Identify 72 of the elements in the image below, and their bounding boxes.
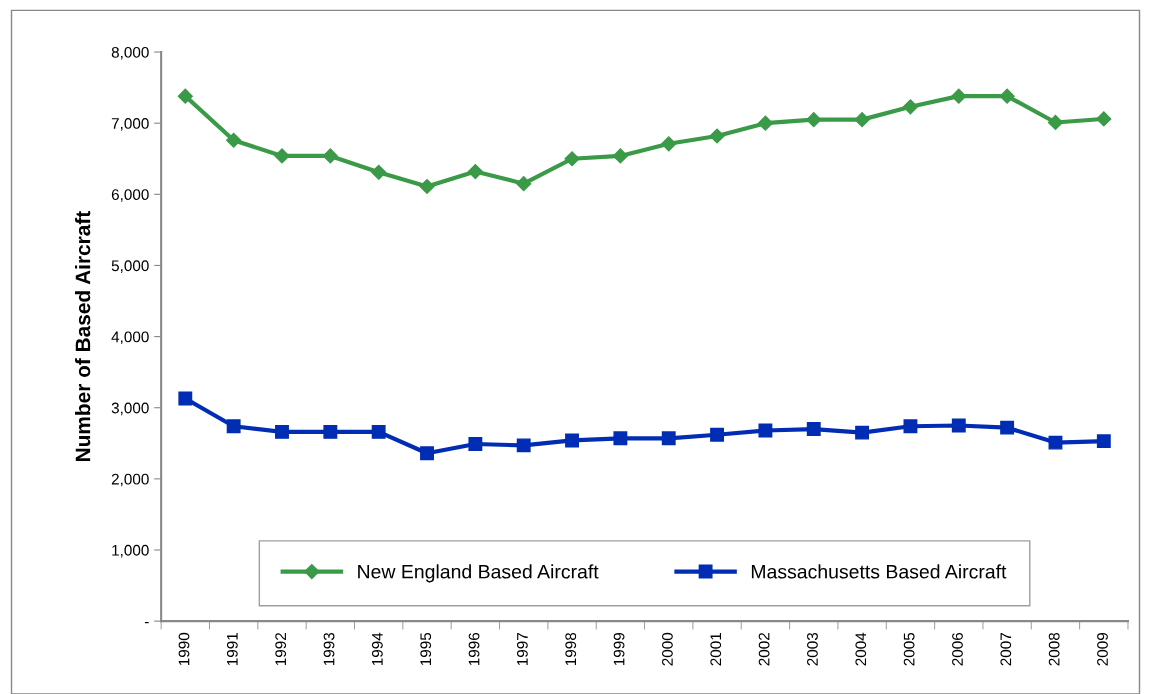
point	[902, 99, 919, 115]
y-tick-label: 2,000	[111, 473, 149, 487]
x-tick-label: 2008	[1048, 632, 1060, 666]
x-tick-label: 1994	[371, 632, 383, 666]
y-tick-label: 7,000	[111, 118, 149, 131]
legend-label: Massachusetts Based Aircraft	[751, 564, 1007, 579]
x-tick-label: 1996	[468, 632, 480, 666]
point	[951, 418, 966, 433]
point	[467, 163, 483, 180]
x-tick-label: 2004	[855, 632, 867, 666]
point	[371, 164, 387, 180]
point	[516, 438, 531, 453]
y-axis-title: Number of Based Aircraft	[75, 211, 91, 461]
y-tick-label: 8,000	[111, 46, 149, 60]
x-tick-label: 2006	[952, 632, 963, 666]
point	[275, 424, 289, 439]
point	[757, 115, 773, 131]
x-tick-label: 1993	[323, 632, 335, 666]
point	[709, 128, 725, 144]
point	[758, 423, 773, 438]
point	[371, 424, 386, 439]
point	[613, 431, 628, 446]
legend-label: New England Based Aircraft	[358, 564, 599, 583]
x-tick-label: 2007	[1000, 633, 1012, 666]
point	[999, 88, 1015, 104]
y-tick-label: 6,000	[111, 189, 149, 202]
x-tick-label: 2003	[807, 632, 818, 666]
point	[710, 427, 725, 442]
point	[612, 148, 628, 164]
x-tick-label: 1990	[178, 632, 190, 666]
y-tick-label: 4,000	[111, 331, 149, 345]
x-tick-label: 2001	[710, 632, 722, 666]
x-tick-label: 1992	[275, 633, 287, 666]
point	[1048, 435, 1063, 450]
point	[1096, 111, 1112, 127]
point	[420, 446, 434, 461]
y-tick-label: 3,000	[111, 402, 149, 416]
x-tick-label: 2009	[1097, 632, 1108, 666]
point	[661, 136, 677, 152]
x-tick-label: 2005	[903, 632, 915, 666]
point	[565, 433, 579, 448]
point	[1096, 434, 1111, 449]
point	[226, 132, 242, 148]
point	[903, 419, 918, 434]
point	[274, 148, 290, 164]
point	[951, 88, 967, 104]
point	[226, 419, 241, 434]
x-tick-label: 1998	[565, 632, 577, 666]
point	[178, 391, 193, 406]
point	[1000, 420, 1015, 435]
point	[806, 422, 821, 437]
point	[1047, 114, 1064, 131]
x-tick-label: 1997	[516, 633, 528, 666]
point	[468, 437, 483, 451]
point	[323, 424, 338, 439]
point	[177, 88, 193, 104]
x-tick-label: 1995	[420, 632, 432, 666]
point	[855, 425, 870, 440]
x-tick-label: 1999	[613, 632, 625, 666]
x-tick-label: 1991	[226, 632, 238, 666]
x-tick-label: 2000	[662, 632, 673, 666]
point	[854, 112, 870, 128]
x-tick-label: 2002	[758, 633, 770, 666]
y-tick-label: 1,000	[112, 544, 149, 558]
point	[419, 178, 435, 195]
point	[564, 151, 580, 167]
y-tick-label: 5,000	[111, 260, 149, 273]
point	[322, 148, 338, 164]
point	[661, 431, 676, 446]
point	[806, 112, 822, 128]
y-tick-label: -	[144, 622, 149, 624]
point	[516, 176, 532, 192]
